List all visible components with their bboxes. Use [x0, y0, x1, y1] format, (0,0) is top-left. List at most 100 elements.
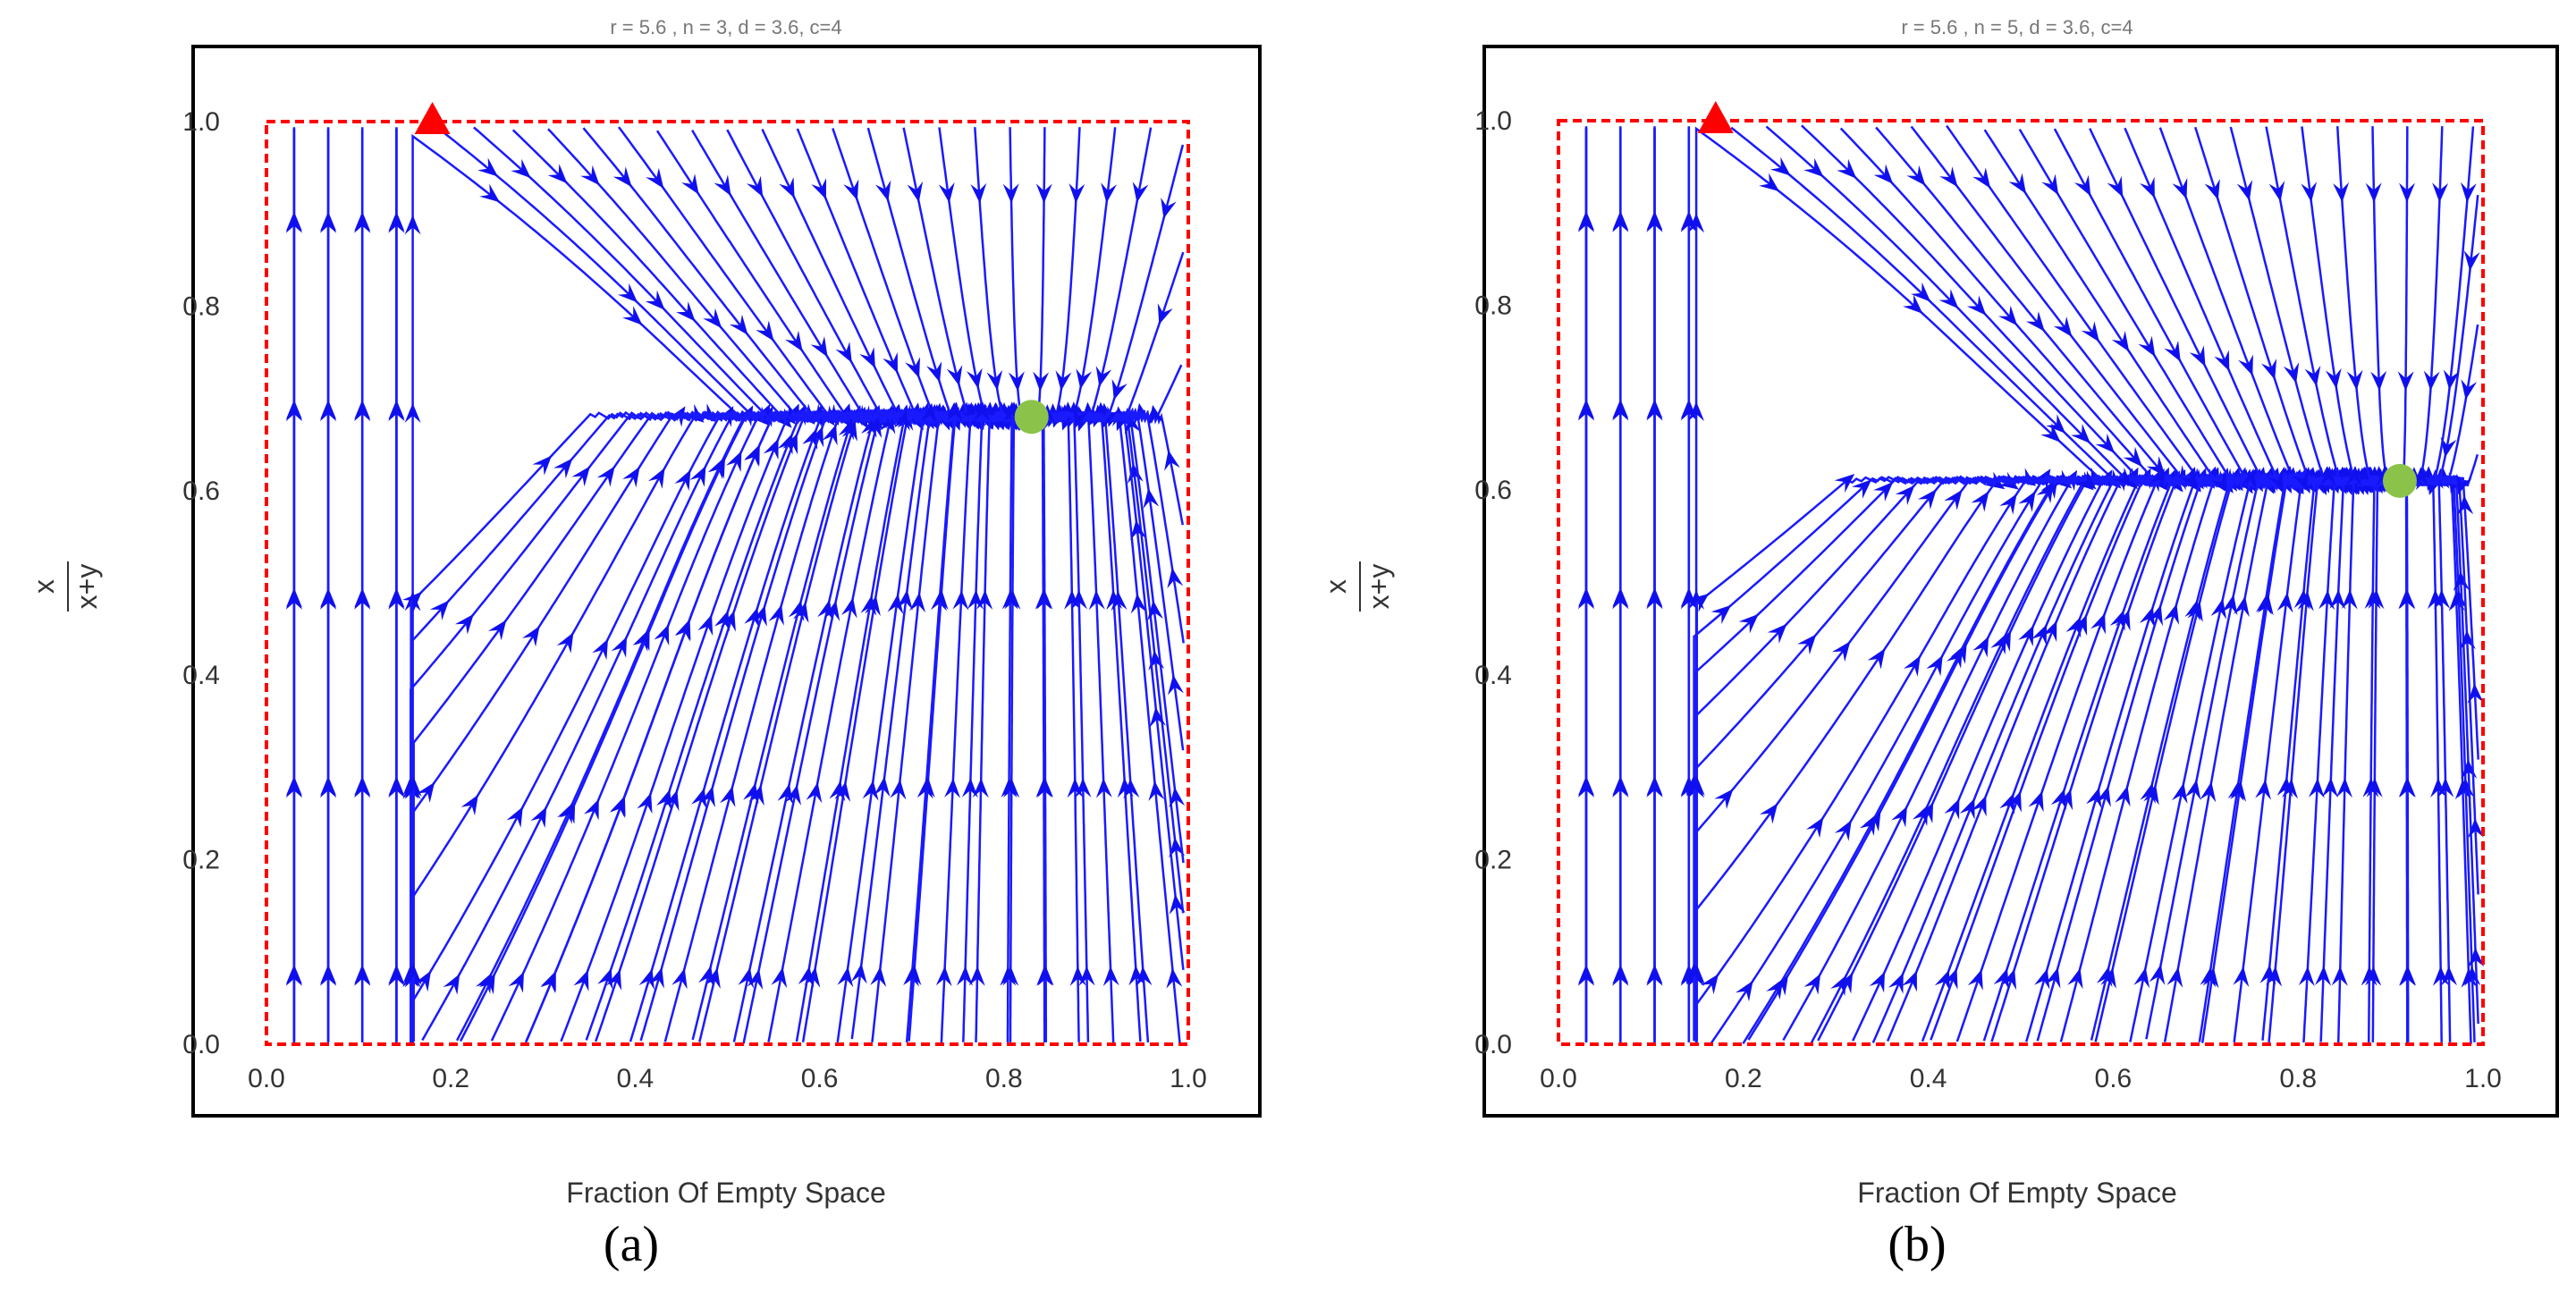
streamline-arrowhead — [522, 626, 540, 647]
streamline-arrowhead — [2189, 345, 2206, 367]
streamline-arrowhead — [2346, 369, 2363, 391]
streamline-arrowhead — [622, 306, 643, 325]
streamline-arrowhead — [2028, 790, 2044, 813]
streamline-arrowhead — [946, 365, 963, 386]
streamline-arrowhead — [1767, 623, 1787, 644]
streamline-arrowhead — [1612, 401, 1629, 421]
streamline-arrowhead — [2034, 968, 2050, 990]
streamline-arrowhead — [2095, 433, 2116, 453]
streamline-arrowhead — [918, 777, 935, 798]
streamline-arrowhead — [443, 974, 460, 995]
streamline-arrowhead — [744, 445, 760, 468]
streamline-arrowhead — [2164, 471, 2183, 493]
streamline-arrowhead — [1169, 894, 1186, 915]
x-axis-label: Fraction Of Empty Space — [1857, 1177, 2176, 1209]
streamline-arrowhead — [2172, 178, 2188, 199]
streamline-arrowhead — [285, 401, 302, 421]
streamline-arrowhead — [932, 589, 949, 611]
streamline-arrowhead — [1646, 589, 1663, 610]
streamline-arrowhead — [1939, 166, 1958, 188]
streamline-arrowhead — [894, 409, 910, 431]
streamline-arrowhead — [1164, 450, 1180, 471]
streamline-arrowhead — [788, 600, 805, 621]
streamline-arrowhead — [1002, 183, 1019, 204]
streamline-arrowhead — [354, 778, 371, 798]
streamline-arrowhead — [573, 969, 589, 991]
streamline-arrowhead — [2041, 620, 2057, 642]
streamline-arrowhead — [1148, 404, 1165, 426]
streamline-arrowhead — [2268, 181, 2285, 202]
streamline-arrowhead — [2333, 181, 2350, 203]
streamline-arrowhead — [1714, 789, 1734, 809]
streamline-arrowhead — [2036, 482, 2054, 504]
streamline-arrowhead — [388, 778, 405, 798]
streamline-arrowhead — [1688, 213, 1705, 233]
streamline-arrowhead — [1766, 978, 1784, 1000]
y-axis-label-numerator: x — [28, 579, 60, 594]
streamline-arrowhead — [2139, 606, 2155, 629]
y-tick-label: 0.0 — [1474, 1030, 1512, 1059]
chart-panel-b: r = 5.6 , n = 5, d = 3.6, c=4 0.0 0.2 0.… — [1320, 16, 2559, 1272]
streamline-arrowhead — [2090, 612, 2106, 635]
streamline-arrowhead — [2180, 468, 2199, 489]
streamline-arrowhead — [663, 789, 680, 812]
streamline-arrowhead — [2238, 354, 2253, 376]
x-axis-ticks: 0.0 0.2 0.4 0.6 0.8 1.0 — [1540, 1064, 2502, 1093]
streamline-arrowhead — [2184, 779, 2201, 800]
streamline-arrowhead — [961, 778, 978, 798]
streamline-arrowhead — [2210, 471, 2229, 493]
streamline-arrowhead — [592, 638, 608, 661]
streamline-arrowhead — [285, 778, 302, 798]
streamline-arrowhead — [320, 778, 337, 798]
streamline-arrowhead — [2118, 469, 2138, 490]
streamline-arrowhead — [714, 174, 731, 197]
streamline-arrowhead — [938, 182, 955, 203]
y-tick-label: 0.2 — [182, 846, 220, 875]
streamline-arrowhead — [2138, 335, 2156, 358]
streamline-arrowhead — [460, 794, 478, 816]
streamline-arrowhead — [1999, 792, 2015, 814]
streamline-arrowhead — [1906, 165, 1926, 186]
y-tick-label: 0.4 — [1474, 661, 1512, 690]
streamlines — [1578, 124, 2485, 1045]
streamline-arrowhead — [1132, 181, 1149, 203]
streamline-arrowhead — [714, 610, 730, 632]
streamline-arrowhead — [618, 283, 638, 303]
streamline-arrowhead — [972, 778, 989, 798]
y-axis-ticks: 0.0 0.2 0.4 0.6 0.8 1.0 — [1474, 106, 1512, 1059]
streamline-arrowhead — [756, 320, 774, 342]
streamline-arrowhead — [2046, 414, 2066, 434]
streamline-arrowhead — [768, 604, 784, 626]
streamline-arrowhead — [802, 428, 818, 451]
streamline-arrowhead — [2298, 966, 2315, 987]
streamline-arrowhead — [968, 966, 985, 986]
streamline-arrowhead — [1797, 634, 1817, 655]
streamline-arrowhead — [1071, 589, 1087, 610]
streamline-arrowhead — [285, 213, 302, 233]
streamline-arrowhead — [1938, 289, 1959, 309]
streamline-arrowhead — [2456, 473, 2472, 495]
streamline-arrowhead — [2073, 174, 2091, 197]
streamline-arrowhead — [2140, 177, 2155, 198]
streamline-arrowhead — [2329, 589, 2346, 610]
streamline-arrowhead — [2184, 599, 2200, 621]
streamline-arrowhead — [2086, 787, 2102, 809]
streamline-arrowhead — [2001, 968, 2017, 991]
streamline-arrowhead — [1130, 593, 1147, 614]
streamline-arrowhead — [1888, 973, 1904, 994]
panel-caption: (a) — [604, 1217, 659, 1272]
streamline-arrowhead — [944, 778, 961, 798]
x-tick-label: 1.0 — [2464, 1064, 2502, 1093]
streamline-arrowhead — [2397, 371, 2414, 392]
streamline-arrowhead — [777, 433, 793, 455]
streamline-arrowhead — [477, 157, 498, 177]
streamline-arrowhead — [1075, 778, 1092, 798]
streamline-arrowhead — [1646, 777, 1663, 797]
streamline-arrowhead — [1688, 593, 1710, 612]
streamline-arrowhead — [750, 406, 771, 426]
streamline-arrowhead — [354, 589, 371, 610]
streamline-arrowhead — [2095, 786, 2111, 807]
streamline-arrowhead — [822, 424, 838, 446]
streamline-arrowhead — [850, 963, 867, 984]
streamline-arrowhead — [698, 966, 714, 987]
